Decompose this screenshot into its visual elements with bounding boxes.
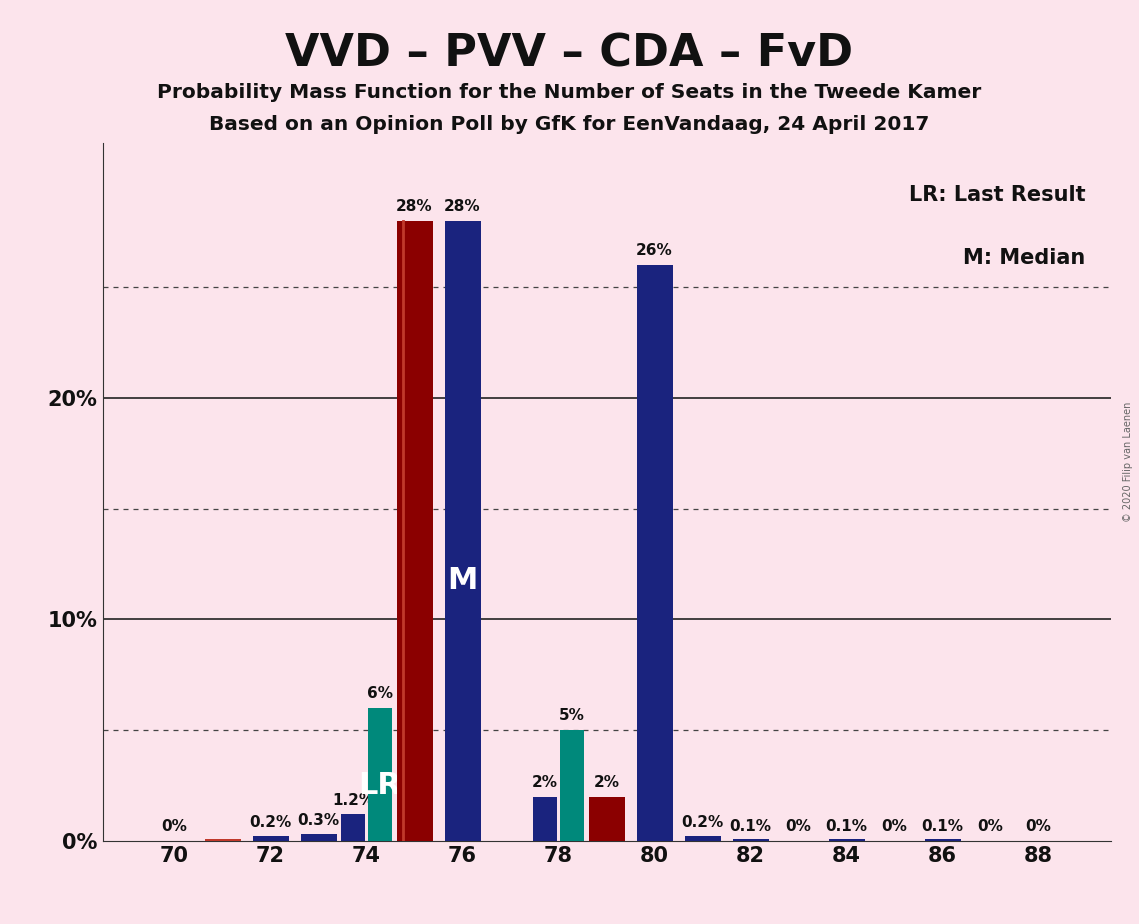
Bar [301, 834, 336, 841]
Bar [637, 265, 672, 841]
Text: 28%: 28% [444, 199, 481, 214]
Bar [341, 814, 366, 841]
Text: 0.1%: 0.1% [729, 820, 771, 834]
Text: 0.3%: 0.3% [297, 812, 339, 828]
Text: 26%: 26% [637, 243, 673, 259]
Text: 0.2%: 0.2% [249, 815, 292, 830]
Text: 5%: 5% [559, 709, 585, 723]
Text: 0.2%: 0.2% [681, 815, 723, 830]
Bar [560, 730, 584, 841]
Text: 28%: 28% [396, 199, 433, 214]
Text: 0%: 0% [882, 820, 908, 834]
Bar [732, 839, 769, 841]
Text: 1.2%: 1.2% [331, 793, 374, 808]
Text: 0%: 0% [786, 820, 811, 834]
Text: 6%: 6% [367, 687, 393, 701]
Text: © 2020 Filip van Laenen: © 2020 Filip van Laenen [1123, 402, 1132, 522]
Text: Based on an Opinion Poll by GfK for EenVandaag, 24 April 2017: Based on an Opinion Poll by GfK for EenV… [210, 116, 929, 135]
Bar [589, 796, 624, 841]
Text: LR: LR [359, 771, 401, 799]
Text: 0.1%: 0.1% [826, 820, 868, 834]
Text: 0%: 0% [162, 820, 188, 834]
Bar [205, 839, 240, 841]
Bar [925, 839, 960, 841]
Bar [444, 221, 481, 841]
Text: M: M [448, 565, 477, 595]
Text: 0%: 0% [977, 820, 1003, 834]
Bar [828, 839, 865, 841]
Bar [396, 221, 433, 841]
Text: 0%: 0% [1025, 820, 1051, 834]
Bar [685, 836, 721, 841]
Text: M: Median: M: Median [964, 248, 1085, 268]
Bar [533, 796, 557, 841]
Text: 2%: 2% [532, 775, 558, 790]
Bar [253, 836, 288, 841]
Text: LR: Last Result: LR: Last Result [909, 185, 1085, 205]
Text: 0.1%: 0.1% [921, 820, 964, 834]
Text: 2%: 2% [593, 775, 620, 790]
Bar [368, 708, 392, 841]
Text: Probability Mass Function for the Number of Seats in the Tweede Kamer: Probability Mass Function for the Number… [157, 83, 982, 103]
Text: VVD – PVV – CDA – FvD: VVD – PVV – CDA – FvD [286, 32, 853, 76]
